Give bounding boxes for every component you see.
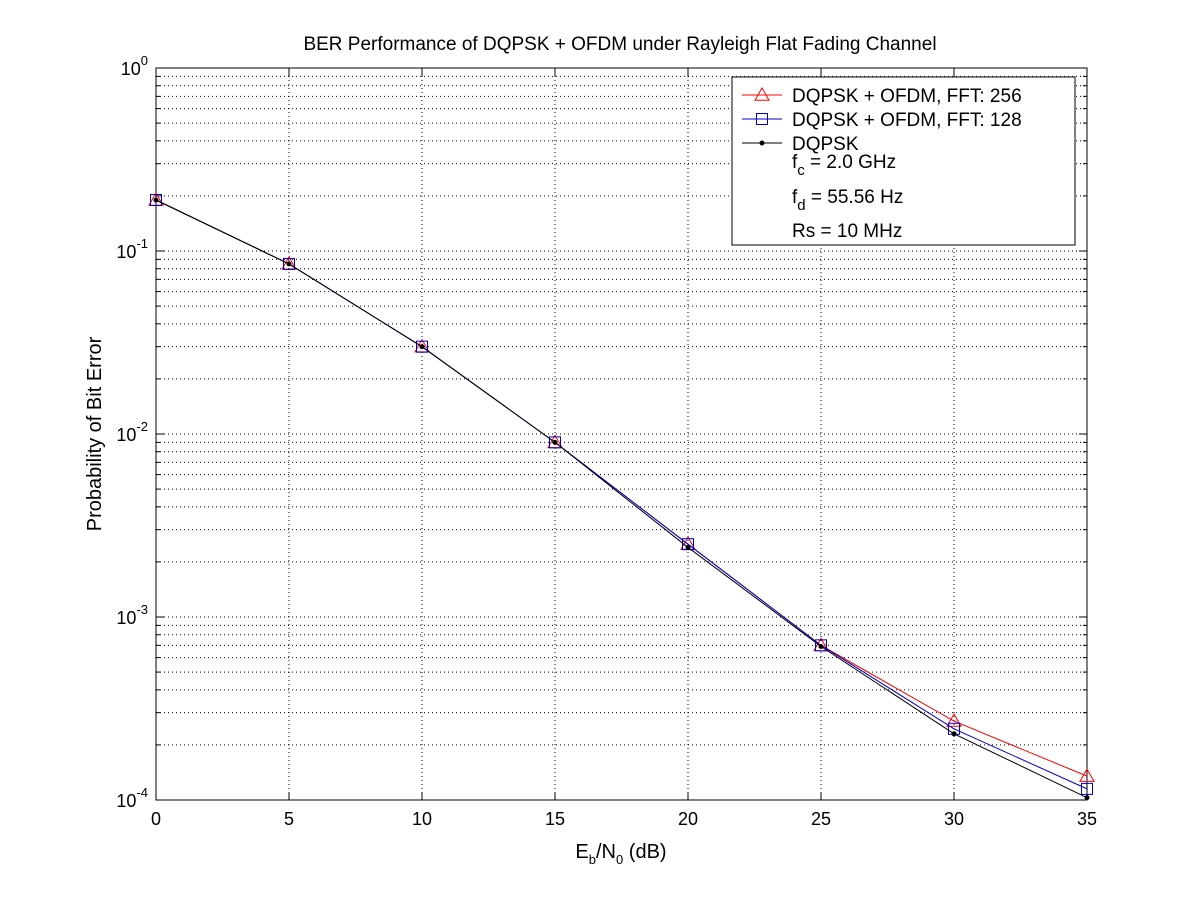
legend-label: DQPSK + OFDM, FFT: 128 (792, 110, 1022, 131)
y-tick-label: 10-1 (116, 236, 148, 262)
data-point (685, 544, 691, 550)
chart-title: BER Performance of DQPSK + OFDM under Ra… (303, 34, 936, 55)
data-point (1079, 768, 1095, 782)
data-point (1084, 795, 1090, 801)
x-tick-label: 0 (151, 809, 161, 829)
data-point (552, 439, 558, 445)
legend-swatch-marker (756, 113, 768, 125)
legend-entry: DQPSK + OFDM, FFT: 128 (742, 110, 1022, 131)
data-point (951, 731, 957, 737)
data-point (419, 344, 425, 350)
data-point (286, 261, 292, 267)
legend-param: Rs = 10 MHz (792, 221, 902, 242)
x-tick-label: 10 (412, 809, 432, 829)
x-axis-label: Eb/N0 (dB) (575, 841, 666, 867)
data-point (153, 197, 159, 203)
data-point (549, 436, 561, 449)
x-tick-label: 15 (545, 809, 565, 829)
legend-label: DQPSK + OFDM, FFT: 256 (792, 86, 1022, 107)
legend-entries: DQPSK + OFDM, FFT: 256 DQPSK + OFDM, FFT:… (742, 86, 1022, 155)
data-point (1081, 782, 1093, 795)
data-point (818, 643, 824, 649)
legend: DQPSK + OFDM, FFT: 256 DQPSK + OFDM, FFT:… (731, 76, 1076, 246)
series-layer (148, 191, 1095, 801)
y-tick-label: 10-4 (116, 785, 148, 811)
x-tick-label: 25 (811, 809, 831, 829)
legend-entry: DQPSK + OFDM, FFT: 256 (742, 86, 1022, 107)
legend-params: fc = 2.0 GHz fd = 55.56 Hz Rs = 10 MHz (792, 152, 903, 242)
x-tick-label: 30 (944, 809, 964, 829)
data-point (416, 340, 428, 353)
x-tick-label: 35 (1077, 809, 1097, 829)
legend-swatch-marker (754, 86, 770, 101)
data-point (946, 713, 962, 727)
series-3 (153, 197, 1090, 801)
legend-entry: DQPSK (742, 134, 859, 155)
x-tick-label: 5 (284, 809, 294, 829)
data-point (815, 639, 827, 652)
y-tick-label: 10-2 (116, 419, 148, 445)
series-line (155, 199, 1088, 799)
axis-ticks: 0 5 10 15 20 25 30 35 10-4 10-3 10-2 10-1 100 (116, 53, 1097, 829)
legend-swatch-marker (759, 140, 765, 146)
y-axis-label: Probability of Bit Error (84, 336, 106, 531)
legend-param: fd = 55.56 Hz (792, 187, 903, 214)
legend-param: fc = 2.0 GHz (792, 152, 896, 179)
y-tick-label: 100 (121, 53, 148, 79)
y-tick-label: 10-3 (116, 602, 148, 628)
legend-label: DQPSK (792, 134, 859, 155)
data-point (150, 193, 162, 206)
data-point (283, 257, 295, 270)
series-line (155, 199, 1088, 777)
x-tick-label: 20 (678, 809, 698, 829)
legend-box (731, 76, 1076, 246)
series-1 (148, 191, 1095, 782)
